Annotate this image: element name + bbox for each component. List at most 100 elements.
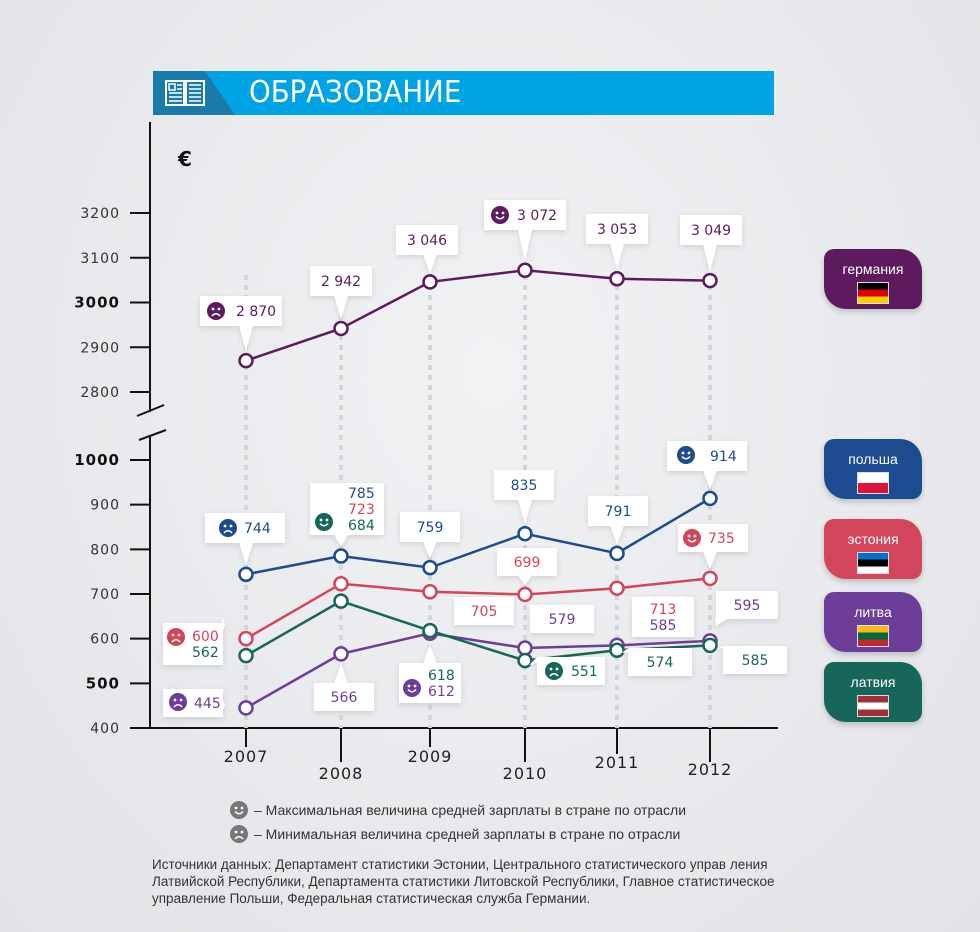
- open-book-icon: [165, 80, 205, 106]
- data-label: 612: [428, 684, 455, 700]
- data-sources: Источники данных: Департамент статистики…: [152, 857, 775, 906]
- data-point: [333, 320, 349, 337]
- smile-icon: [491, 206, 509, 224]
- callout-box: [723, 646, 787, 674]
- data-label-callout: [529, 605, 594, 634]
- data-point: [333, 575, 349, 592]
- data-label: 566: [331, 690, 358, 706]
- note-min: – Минимальная величина средней зарплаты …: [230, 825, 680, 843]
- data-label-callout: [716, 646, 787, 674]
- frown-icon: [207, 302, 225, 320]
- y-tick-label: 3100: [80, 251, 120, 267]
- callout-box: [494, 470, 554, 500]
- series-line-литва: [245, 632, 711, 709]
- callout-pointer: [610, 243, 624, 270]
- data-label-callout: [497, 548, 557, 586]
- data-point: [702, 272, 718, 289]
- legend-lithuania[interactable]: литва: [824, 592, 922, 652]
- lithuania-flag-icon: [857, 625, 889, 647]
- data-label-callout: [621, 648, 692, 676]
- frown-icon: [545, 662, 563, 680]
- data-point: [702, 570, 718, 587]
- y-tick-label: 600: [90, 632, 120, 648]
- legend-label: литва: [854, 604, 892, 620]
- y-tick-label: 2800: [80, 385, 120, 401]
- callout-box: [205, 513, 285, 543]
- callout-pointer: [334, 534, 348, 548]
- data-label: 914: [710, 449, 737, 465]
- smile-icon: [230, 801, 248, 819]
- x-tick-label: 2011: [595, 753, 640, 772]
- callout-box: [310, 266, 372, 296]
- data-label-callout: [680, 215, 742, 272]
- callout-pointer: [703, 470, 717, 490]
- data-label-callout: [310, 266, 372, 320]
- data-label: 835: [511, 478, 538, 494]
- callout-pointer: [334, 662, 348, 684]
- callout-box: [314, 683, 374, 711]
- callout-pointer: [715, 618, 729, 626]
- callout-pointer: [423, 254, 437, 273]
- y-tick-label: 700: [90, 587, 120, 603]
- legend-label: латвия: [850, 674, 896, 690]
- page-title: ОБРАЗОВАНИЕ: [249, 75, 462, 110]
- data-label-callout: [494, 470, 554, 525]
- data-point: [238, 352, 254, 369]
- callout-box: [716, 591, 778, 619]
- x-tick-label: 2007: [224, 747, 269, 766]
- data-label: 791: [605, 504, 632, 520]
- data-point: [609, 580, 625, 596]
- legend-estonia[interactable]: эстония: [824, 519, 922, 579]
- data-label: 785: [348, 486, 375, 502]
- data-point: [517, 525, 533, 542]
- data-point: [702, 490, 718, 507]
- callout-box: [632, 597, 694, 637]
- data-label: 684: [348, 518, 375, 534]
- data-label: 735: [708, 531, 735, 547]
- data-label: 595: [734, 598, 761, 614]
- estonia-flag-icon: [857, 552, 889, 574]
- data-point: [333, 548, 349, 564]
- data-label-callout: [588, 496, 648, 545]
- data-point: [238, 647, 254, 664]
- y-tick-label: 800: [90, 542, 120, 558]
- legend-latvia[interactable]: латвия: [824, 662, 922, 722]
- data-point: [609, 271, 625, 287]
- callout-pointer: [518, 499, 532, 525]
- smile-icon: [677, 446, 695, 464]
- series-line-германия: [245, 269, 711, 362]
- callout-pointer: [703, 551, 717, 570]
- callout-box: [628, 648, 692, 676]
- data-label-callout: [205, 513, 285, 566]
- data-point: [422, 559, 438, 576]
- data-point: [422, 584, 438, 600]
- x-tick-label: 2009: [408, 747, 453, 766]
- callout-box: [680, 215, 742, 245]
- y-tick-label: 500: [86, 674, 120, 692]
- y-tick-label: 900: [90, 498, 120, 514]
- data-label: 3 049: [691, 223, 731, 239]
- data-label-callout: [437, 597, 514, 625]
- callout-pointer: [423, 644, 437, 664]
- callout-box: [454, 597, 514, 625]
- legend-poland[interactable]: польша: [824, 439, 922, 499]
- legend-germany[interactable]: германия: [824, 249, 922, 309]
- latvia-flag-icon: [857, 695, 889, 717]
- x-tick-label: 2008: [319, 764, 364, 783]
- data-label: 3 072: [517, 208, 557, 224]
- legend-label: эстония: [847, 531, 899, 547]
- frown-icon: [219, 519, 237, 537]
- note-min-text: – Минимальная величина средней зарплаты …: [254, 826, 681, 842]
- axis-break-mark: [136, 404, 165, 417]
- axis-break-mark: [138, 429, 167, 441]
- data-point: [238, 700, 254, 716]
- callout-pointer: [423, 541, 437, 559]
- callout-box: [588, 496, 648, 526]
- y-tick-label: 3000: [74, 294, 120, 312]
- data-label: 600: [192, 629, 219, 645]
- data-point: [333, 593, 349, 609]
- data-label: 585: [650, 618, 677, 634]
- x-tick-label: 2010: [503, 764, 548, 783]
- section-header: ОБРАЗОВАНИЕ: [153, 71, 774, 115]
- callout-pointer: [518, 575, 532, 586]
